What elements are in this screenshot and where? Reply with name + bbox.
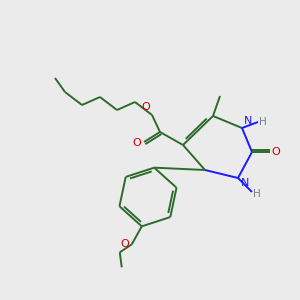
Text: O: O — [120, 239, 129, 249]
Text: N: N — [241, 178, 249, 188]
Text: N: N — [244, 116, 252, 126]
Text: O: O — [142, 102, 150, 112]
Text: H: H — [259, 117, 267, 127]
Text: O: O — [133, 138, 141, 148]
Text: H: H — [253, 189, 261, 199]
Text: O: O — [272, 147, 280, 157]
